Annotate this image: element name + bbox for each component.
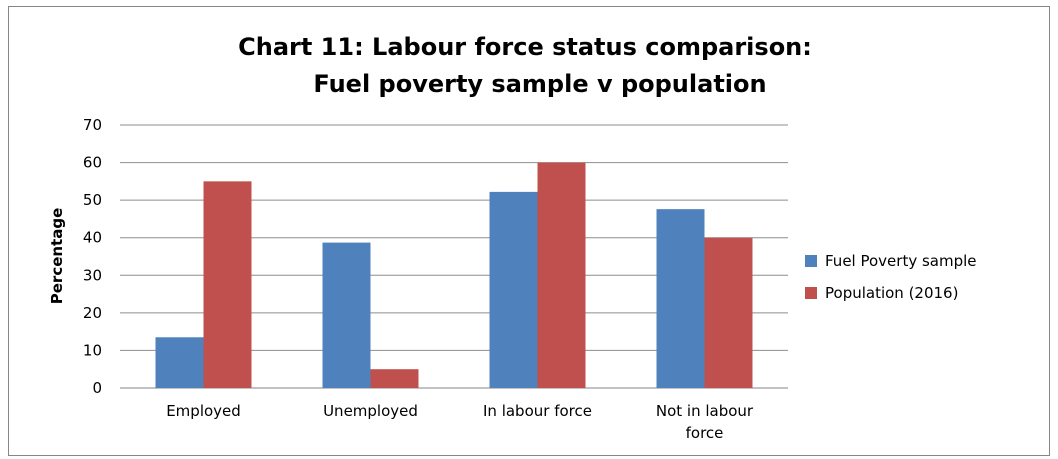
legend-label: Fuel Poverty sample bbox=[825, 252, 977, 270]
x-category-label: Not in labour bbox=[656, 402, 754, 420]
legend: Fuel Poverty sample Population (2016) bbox=[805, 252, 977, 302]
y-axis-ticks: 0 10 20 30 40 50 60 70 bbox=[83, 116, 102, 397]
bars bbox=[155, 162, 753, 388]
bar-population-2016 bbox=[704, 237, 753, 388]
legend-label: Population (2016) bbox=[825, 284, 958, 302]
x-category-label: force bbox=[686, 424, 724, 442]
x-category-label: In labour force bbox=[483, 402, 592, 420]
y-tick-label: 60 bbox=[83, 154, 102, 172]
bar-fuel-poverty-sample bbox=[155, 337, 204, 388]
y-tick-label: 20 bbox=[83, 304, 102, 322]
bar-fuel-poverty-sample bbox=[489, 191, 538, 388]
y-tick-label: 50 bbox=[83, 191, 102, 209]
x-category-label: Unemployed bbox=[323, 402, 418, 420]
bar-population-2016 bbox=[537, 162, 586, 388]
chart-title-line-2: Fuel poverty sample v population bbox=[313, 70, 766, 98]
bar-fuel-poverty-sample bbox=[656, 209, 705, 388]
legend-swatch bbox=[805, 287, 817, 299]
x-axis-labels: Employed Unemployed In labour force Not in … bbox=[166, 402, 754, 442]
x-category-label: Employed bbox=[166, 402, 241, 420]
bar-population-2016 bbox=[370, 369, 419, 388]
y-tick-label: 30 bbox=[83, 266, 102, 284]
chart-title-line-1: Chart 11: Labour force status comparison… bbox=[238, 33, 812, 61]
legend-swatch bbox=[805, 255, 817, 267]
y-axis-title: Percentage bbox=[48, 208, 66, 305]
y-tick-label: 40 bbox=[83, 229, 102, 247]
y-tick-label: 70 bbox=[83, 116, 102, 134]
y-tick-label: 0 bbox=[92, 379, 102, 397]
bar-population-2016 bbox=[203, 181, 252, 388]
y-tick-label: 10 bbox=[83, 341, 102, 359]
bar-fuel-poverty-sample bbox=[322, 242, 371, 388]
